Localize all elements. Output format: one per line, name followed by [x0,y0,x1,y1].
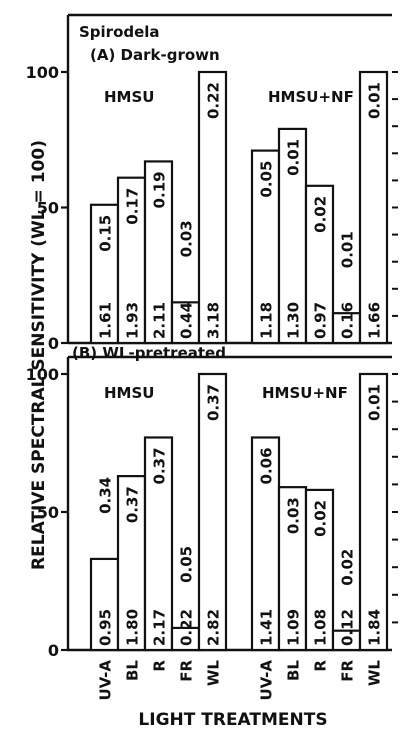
panel-a-bar-lower-label: 1.30 [285,302,303,339]
panel-b-bar-lower-label: 2.17 [151,609,169,646]
panel-b-bar-lower-label: 2.82 [205,609,223,646]
panel-a-y-tick-label: 50 [37,199,59,218]
panel-b-bar-lower-label: 1.84 [366,609,384,646]
panel-a-bar-upper-label: 0.17 [124,188,142,225]
panel-b-y-tick-label: 0 [48,641,59,660]
chart-marks: 0 50 100 1.61 0.15 1.93 0.17 2.11 0.19 0.44 0.03 3.… [26,13,398,701]
panel-b-bar-upper-label: 0.37 [151,447,169,484]
panel-a-bar-hmsu-nf-wl [358,70,389,345]
x-tick-label-wl: WL [205,660,223,687]
panel-a-group-hmsu-nf-label: HMSU+NF [268,88,354,106]
x-tick-label-fr: FR [178,660,196,682]
panel-b-bar-lower-label: 1.08 [312,609,330,646]
x-axis-title: LIGHT TREATMENTS [138,710,327,730]
species-label: Spirodela [79,23,160,41]
panel-a-plot: 0 50 100 1.61 0.15 1.93 0.17 2.11 0.19 0.44 0.03 3.… [26,13,398,353]
panel-b-bar-upper-label: 0.37 [205,384,223,421]
panel-a-bar-upper-label: 0.02 [312,196,330,233]
panel-b-bar-hmsu-nf-bl [277,486,308,652]
panel-b-bar-lower-label: 0.95 [97,609,115,646]
panel-b-bar-upper-label: 0.03 [285,497,303,534]
panel-b-bar-upper-label: 0.37 [124,486,142,523]
panel-b-bar-lower-label: 0.12 [339,609,357,646]
panel-a-y-tick-label: 0 [48,334,59,353]
panel-a-bar-hmsu-r [143,160,174,345]
panel-b-bar-upper-label: 0.06 [258,447,276,484]
panel-a-bar-lower-label: 2.11 [151,302,169,339]
x-tick-label-wl: WL [366,660,384,687]
panel-a-bar-hmsu-nf-r [304,184,335,345]
x-tick-label-r: R [312,660,330,672]
x-tick-label-uv-a: UV-A [97,660,115,701]
panel-a-bar-lower-label: 3.18 [205,302,223,339]
panel-b-bar-upper-label: 0.05 [178,546,196,583]
x-tick-label-bl: BL [285,660,303,681]
panel-a-bar-upper-label: 0.01 [285,139,303,176]
panel-b-bar-hmsu-nf-r [304,488,335,652]
panel-a-title: (A) Dark-grown [90,46,220,64]
x-tick-label-uv-a: UV-A [258,660,276,701]
panel-b-bar-lower-label: 1.80 [124,609,142,646]
panel-a-bar-lower-label: 1.61 [97,302,115,339]
panel-b-plot: 0 50 100 0.95 0.34 UV-A 1.80 0.37 BL 2.17 0.37 R 0.2… [26,355,398,701]
panel-b-group-hmsu-nf-label: HMSU+NF [262,384,348,402]
panel-a-bar-hmsu-wl [197,70,228,345]
panel-b-y-tick-label: 50 [37,503,59,522]
panel-b-group-hmsu-label: HMSU [104,384,154,402]
panel-a-bar-upper-label: 0.01 [366,82,384,119]
panel-a-bar-lower-label: 0.44 [178,302,196,339]
panel-a-bar-lower-label: 1.18 [258,302,276,339]
x-tick-label-fr: FR [339,660,357,682]
panel-b-bar-lower-label: 0.22 [178,609,196,646]
panel-b-bar-upper-label: 0.01 [366,384,384,421]
panel-b-bar-hmsu-nf-wl [358,372,389,652]
panel-b-bar-upper-label: 0.02 [312,500,330,537]
panel-b-y-tick-label: 100 [26,365,59,384]
panel-b-bar-lower-label: 1.41 [258,609,276,646]
x-tick-label-bl: BL [124,660,142,681]
panel-b-bar-lower-label: 1.09 [285,609,303,646]
panel-a-bar-upper-label: 0.19 [151,171,169,208]
panel-a-dark-grown: Spirodela (A) Dark-grown HMSU HMSU+NF [79,23,354,106]
panel-b-bar-upper-label: 0.02 [339,549,357,586]
panel-a-bar-hmsu-uv-a [89,203,120,345]
panel-a-bar-upper-label: 0.05 [258,161,276,198]
panel-a-bar-upper-label: 0.01 [339,231,357,268]
panel-a-bar-hmsu-nf-uv-a [250,149,281,345]
panel-b-title: (B) WL-pretreated [72,344,226,362]
panel-b-bar-upper-label: 0.34 [97,477,115,514]
panel-b-bar-hmsu-wl [197,372,228,652]
panel-a-bar-lower-label: 1.66 [366,302,384,339]
panel-a-bar-upper-label: 0.22 [205,82,223,119]
panel-a-bar-lower-label: 0.97 [312,302,330,339]
panel-a-bar-lower-label: 1.93 [124,302,142,339]
x-tick-label-r: R [151,660,169,672]
y-axis-title: RELATIVE SPECTRAL SENSITIVITY (WL = 100) [29,140,49,570]
panel-a-bar-hmsu-nf-fr [331,312,362,345]
panel-a-bar-hmsu-nf-bl [277,127,308,345]
panel-a-y-tick-label: 100 [26,63,59,82]
panel-b-bar-hmsu-bl [116,475,147,652]
panel-a-bar-upper-label: 0.15 [97,215,115,252]
panel-a-bar-upper-label: 0.03 [178,220,196,257]
panel-a-bar-lower-label: 0.16 [339,302,357,339]
panel-b-bar-hmsu-r [143,436,174,652]
panel-a-group-hmsu-label: HMSU [104,88,154,106]
